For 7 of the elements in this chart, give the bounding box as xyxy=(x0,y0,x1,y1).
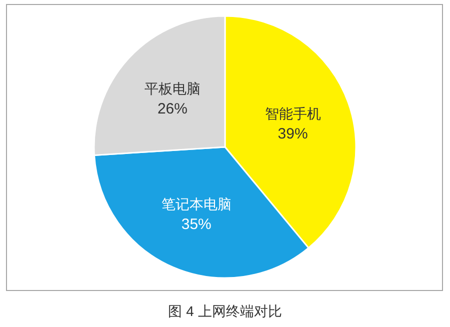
data-label: 26% xyxy=(157,100,188,118)
data-label: 35% xyxy=(181,216,212,234)
slice-label: 平板电脑 xyxy=(144,80,200,97)
slice-label: 智能手机 xyxy=(264,106,321,122)
slice-label: 笔记本电脑 xyxy=(161,196,232,212)
text: 图 4 上网终端对比 xyxy=(168,303,282,319)
data-label: 39% xyxy=(278,126,308,143)
